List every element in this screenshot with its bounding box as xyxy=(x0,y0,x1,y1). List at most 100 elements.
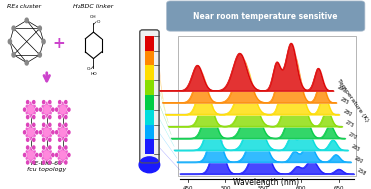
Circle shape xyxy=(42,39,45,44)
Circle shape xyxy=(64,160,68,165)
Circle shape xyxy=(28,105,34,114)
Circle shape xyxy=(67,130,70,135)
Circle shape xyxy=(35,130,39,135)
Bar xyxy=(145,51,154,65)
Circle shape xyxy=(42,145,45,150)
Text: O: O xyxy=(97,20,100,24)
Circle shape xyxy=(26,148,36,162)
Circle shape xyxy=(23,108,26,111)
Circle shape xyxy=(40,153,42,156)
Text: 275: 275 xyxy=(345,120,355,129)
Circle shape xyxy=(58,148,68,162)
Circle shape xyxy=(44,128,50,136)
Text: 500: 500 xyxy=(220,186,231,189)
Circle shape xyxy=(67,153,70,157)
Circle shape xyxy=(56,108,58,111)
Text: RE₄ cluster: RE₄ cluster xyxy=(7,4,41,9)
Circle shape xyxy=(27,115,29,119)
Circle shape xyxy=(52,153,54,156)
Circle shape xyxy=(58,123,61,127)
Circle shape xyxy=(58,145,61,150)
Text: 600: 600 xyxy=(296,186,306,189)
Circle shape xyxy=(43,115,45,119)
Text: Near room temperature sensitive: Near room temperature sensitive xyxy=(193,12,338,21)
Circle shape xyxy=(36,131,38,134)
Circle shape xyxy=(58,137,61,142)
Circle shape xyxy=(33,138,35,141)
Circle shape xyxy=(39,107,42,112)
Circle shape xyxy=(8,39,12,44)
Circle shape xyxy=(32,160,35,165)
Circle shape xyxy=(35,107,39,112)
Text: 450: 450 xyxy=(182,186,193,189)
Circle shape xyxy=(42,123,45,127)
Circle shape xyxy=(42,137,45,142)
Circle shape xyxy=(25,18,28,23)
Circle shape xyxy=(43,138,45,141)
Circle shape xyxy=(39,130,42,135)
Bar xyxy=(145,36,154,51)
Circle shape xyxy=(35,153,39,157)
Circle shape xyxy=(33,101,35,104)
Circle shape xyxy=(55,153,58,157)
Text: 550: 550 xyxy=(258,186,268,189)
Circle shape xyxy=(26,160,29,165)
Text: 260: 260 xyxy=(353,156,364,165)
Text: HO: HO xyxy=(91,72,98,76)
Circle shape xyxy=(26,115,29,119)
Circle shape xyxy=(68,108,70,111)
Circle shape xyxy=(43,123,45,126)
Circle shape xyxy=(42,115,45,119)
Circle shape xyxy=(59,146,61,149)
Circle shape xyxy=(38,26,42,31)
Circle shape xyxy=(43,161,45,164)
Circle shape xyxy=(60,105,66,114)
Circle shape xyxy=(65,115,67,119)
Text: 290: 290 xyxy=(336,84,346,93)
Circle shape xyxy=(59,101,61,104)
Circle shape xyxy=(55,130,58,135)
Circle shape xyxy=(68,131,70,134)
Circle shape xyxy=(23,153,26,156)
Circle shape xyxy=(43,101,45,104)
Circle shape xyxy=(40,108,42,111)
Circle shape xyxy=(32,145,35,150)
Circle shape xyxy=(23,131,26,134)
Circle shape xyxy=(64,145,68,150)
Circle shape xyxy=(56,131,58,134)
Circle shape xyxy=(58,115,61,119)
Circle shape xyxy=(28,151,34,159)
Circle shape xyxy=(33,146,35,149)
Circle shape xyxy=(26,137,29,142)
Circle shape xyxy=(49,115,51,119)
Circle shape xyxy=(33,115,35,119)
Circle shape xyxy=(48,100,52,105)
Circle shape xyxy=(44,105,50,114)
Circle shape xyxy=(52,131,54,134)
Bar xyxy=(145,95,154,110)
Circle shape xyxy=(32,137,35,142)
Circle shape xyxy=(139,157,160,173)
Circle shape xyxy=(27,138,29,141)
Circle shape xyxy=(58,102,68,117)
Circle shape xyxy=(48,123,52,127)
Circle shape xyxy=(64,100,68,105)
Circle shape xyxy=(25,60,28,65)
Circle shape xyxy=(59,123,61,126)
Circle shape xyxy=(33,123,35,126)
Circle shape xyxy=(42,100,45,105)
Circle shape xyxy=(51,130,55,135)
Circle shape xyxy=(40,131,42,134)
Circle shape xyxy=(64,137,68,142)
Circle shape xyxy=(49,138,51,141)
Circle shape xyxy=(23,153,26,157)
Circle shape xyxy=(28,128,34,136)
FancyBboxPatch shape xyxy=(140,30,159,163)
Text: 265: 265 xyxy=(351,144,361,153)
Bar xyxy=(145,110,154,125)
Circle shape xyxy=(23,107,26,112)
Circle shape xyxy=(42,148,52,162)
Text: 650: 650 xyxy=(334,186,344,189)
Circle shape xyxy=(60,151,66,159)
Circle shape xyxy=(49,146,51,149)
